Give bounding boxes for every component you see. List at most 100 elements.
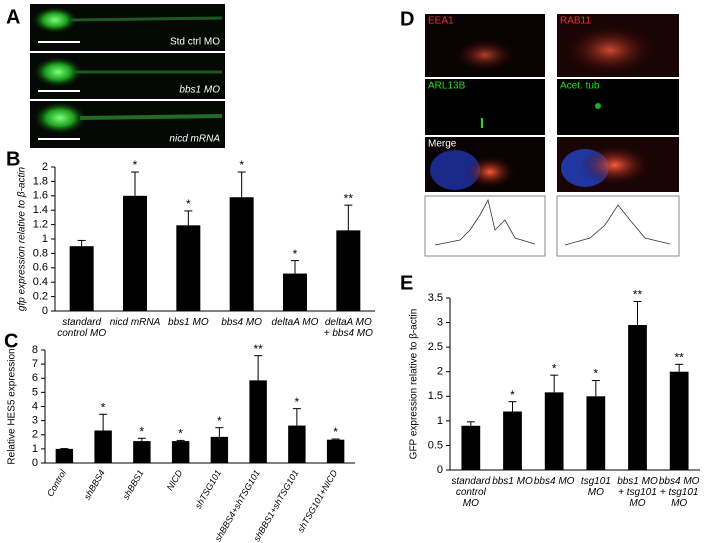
annotation: * — [101, 400, 106, 414]
x-tick-label-box: deltaA MO — [271, 317, 319, 328]
error-bar — [215, 427, 224, 437]
x-tick-label-box: bbs4 MO + tsg101 MO — [659, 476, 700, 509]
panel-label: B — [6, 148, 20, 170]
annotation: ** — [344, 191, 354, 205]
panel-a-images — [30, 4, 225, 148]
y-tick-label: 0 — [32, 457, 38, 469]
x-tick-label: bbs4 MO — [221, 317, 262, 328]
annotation: * — [593, 367, 598, 381]
x-tick-label: standard control MO — [451, 476, 491, 509]
error-bar — [675, 363, 684, 372]
y-tick-label: 0.6 — [33, 262, 48, 274]
x-tick-label: bbs1 MO — [492, 476, 533, 487]
x-tick-label: standard control MO — [57, 317, 107, 339]
panel-label: C — [4, 330, 18, 352]
annotation: ** — [633, 288, 643, 302]
image-label: RAB11 — [560, 16, 591, 27]
x-tick-label: shBBS1 — [121, 468, 146, 501]
image-label: nicd mRNA — [169, 134, 220, 145]
annotation: * — [293, 247, 298, 261]
y-tick-label: 1.4 — [33, 204, 48, 216]
annotation: * — [239, 158, 244, 172]
x-tick-label: deltaA MO — [271, 317, 319, 328]
x-tick-label-box: standard control MO — [57, 317, 107, 339]
y-tick-label: 6 — [32, 372, 38, 384]
bar — [176, 225, 201, 311]
bar — [94, 430, 112, 463]
bar — [503, 411, 522, 470]
image-label: Acet. tub — [560, 81, 600, 92]
bar — [326, 439, 345, 463]
bar — [586, 396, 606, 470]
y-axis-label: Relative HES5 expression — [7, 348, 18, 464]
image-label: bbs1 MO — [179, 85, 220, 96]
panel-label: A — [6, 6, 20, 28]
x-tick-label: tsg101 MO — [580, 476, 611, 498]
x-tick-label: bbs4 MO — [533, 476, 575, 487]
y-tick-label: 1 — [42, 233, 48, 245]
y-axis-label: GFP expression relative to β-actin — [409, 309, 420, 460]
bar — [55, 448, 74, 463]
bar — [628, 325, 647, 470]
x-tick-label: Control — [45, 467, 69, 498]
y-tick-label: 5 — [32, 386, 38, 398]
annotation: * — [186, 197, 191, 211]
image-label: Std ctrl MO — [170, 37, 220, 48]
error-bar — [331, 438, 340, 440]
y-tick-label: 1.5 — [428, 390, 443, 402]
annotation: * — [295, 395, 300, 409]
panel-d-images — [424, 14, 680, 257]
error-bar — [254, 355, 263, 381]
image-label: EEA1 — [428, 16, 454, 27]
x-tick-label-box: bbs1 MO + tsg101 MO — [617, 476, 658, 509]
annotation: ** — [253, 342, 263, 356]
y-tick-label: 1.8 — [33, 175, 48, 187]
annotation: * — [140, 424, 145, 438]
x-tick-label: shBBS4 — [82, 468, 107, 501]
annotation: * — [333, 425, 338, 439]
y-tick-label: 4 — [32, 400, 38, 412]
error-bar — [77, 239, 86, 247]
panel-label: D — [400, 8, 414, 30]
y-tick-label: 1.6 — [33, 190, 48, 202]
error-bar — [291, 260, 299, 274]
y-tick-label: 3 — [437, 316, 443, 328]
bar — [283, 273, 307, 311]
y-tick-label: 0.4 — [33, 276, 48, 288]
y-tick-label: 0 — [437, 464, 443, 476]
x-tick-label-box: tsg101 MO — [580, 476, 611, 498]
y-tick-label: 2.5 — [428, 341, 443, 353]
bar — [669, 371, 689, 470]
bar — [249, 380, 267, 463]
annotation: * — [133, 158, 138, 172]
y-tick-label: 3 — [32, 415, 38, 427]
x-tick-label: bbs1 MO — [168, 317, 209, 328]
panel-label: E — [400, 272, 413, 294]
error-bar — [184, 210, 193, 226]
error-bar — [237, 171, 246, 198]
error-bar — [591, 380, 600, 397]
y-tick-label: 0.2 — [33, 291, 48, 303]
x-tick-label: deltaA MO + bbs4 MO — [323, 317, 373, 339]
error-bar — [176, 439, 185, 442]
error-bar — [99, 413, 108, 431]
x-tick-label: NICD — [165, 468, 185, 492]
bar — [171, 441, 190, 463]
x-tick-label-box: bbs4 MO — [221, 317, 262, 328]
bar — [544, 392, 564, 470]
annotation: * — [510, 388, 515, 402]
error-bar — [466, 421, 475, 426]
error-bar — [550, 374, 559, 393]
bar — [229, 197, 254, 311]
bar — [461, 425, 481, 470]
x-tick-label-box: standard control MO — [451, 476, 491, 509]
y-axis-label: gfp expression relative to β-actin — [17, 167, 28, 312]
annotation: * — [178, 427, 183, 441]
y-tick-label: 3.5 — [428, 292, 443, 304]
x-tick-label-box: deltaA MO + bbs4 MO — [323, 317, 373, 339]
bar — [210, 436, 229, 463]
image-label: ARL13B — [428, 81, 466, 92]
y-tick-label: 7 — [32, 358, 38, 370]
x-tick-label: shBBS1+shTSG101 — [252, 468, 301, 543]
x-tick-label: shTSG101+NICD — [296, 468, 340, 534]
